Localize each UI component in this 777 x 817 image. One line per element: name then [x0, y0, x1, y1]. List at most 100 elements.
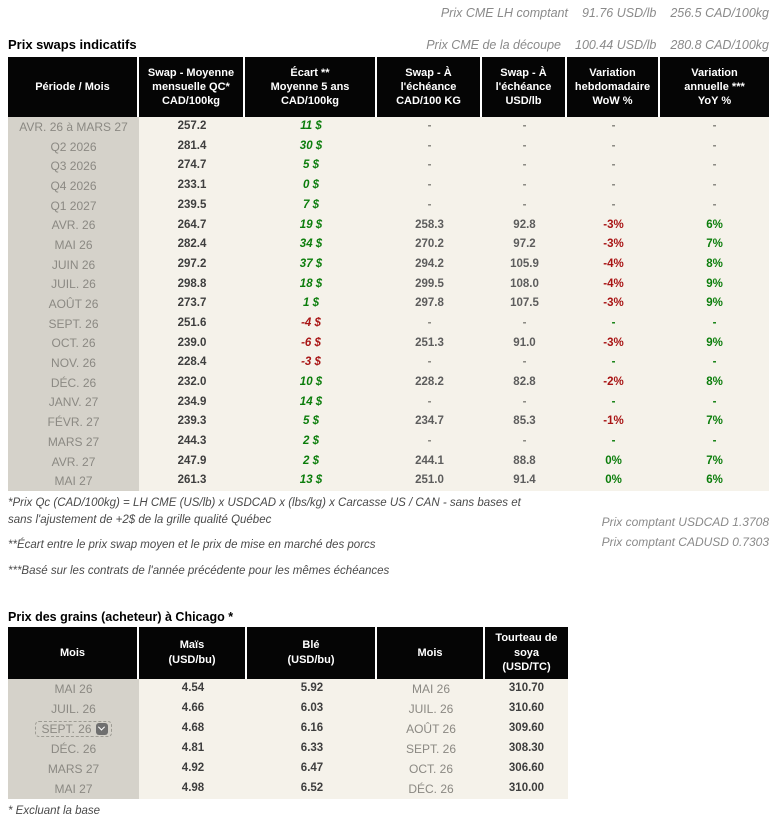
- table-cell: MARS 27: [8, 758, 139, 779]
- table-cell: MARS 27: [8, 432, 139, 452]
- table-cell: 5 $: [303, 415, 319, 428]
- table-row: JANV. 27 234.9 14 $ - - - -: [8, 392, 769, 413]
- table-cell: AOÛT 26: [406, 721, 456, 736]
- table-cell: 7%: [706, 454, 723, 467]
- table-cell: MAI 27: [8, 778, 139, 799]
- table-cell: 4.92: [181, 762, 205, 774]
- table-cell: 6.47: [300, 762, 324, 774]
- table-row: AVR. 26 à MARS 27 257.2 11 $ - - - -: [8, 117, 769, 137]
- grain-table-header: Mois Maïs (USD/bu) Blé (USD/bu) Mois Tourtea…: [8, 626, 568, 679]
- table-cell: 310.70: [508, 682, 545, 694]
- table-cell: -3 $: [301, 356, 321, 369]
- table-cell: -3%: [603, 297, 624, 310]
- table-cell: 34 $: [299, 238, 323, 251]
- table-cell: DÉC. 26: [8, 738, 139, 759]
- table-cell: -: [427, 120, 432, 133]
- table-cell: 6.33: [300, 742, 324, 754]
- month-dropdown[interactable]: SEPT. 26: [35, 720, 112, 737]
- table-cell: -: [712, 120, 717, 133]
- table-cell: 6.03: [300, 702, 324, 714]
- table-row: AVR. 26 264.7 19 $ 258.3 92.8 -3% 6%: [8, 215, 769, 236]
- column-header: Écart ** Moyenne 5 ans CAD/100kg: [245, 57, 377, 117]
- table-cell: -1%: [603, 415, 624, 428]
- table-cell: 299.5: [415, 277, 444, 290]
- table-cell: 88.8: [513, 454, 536, 467]
- table-cell: -: [611, 159, 616, 172]
- table-cell: DÉC. 26: [408, 781, 454, 796]
- footnotes: *Prix Qc (CAD/100kg) = LH CME (US/lb) x …: [8, 495, 548, 589]
- table-cell: 85.3: [513, 415, 536, 428]
- table-cell: Q3 2026: [8, 156, 139, 177]
- table-row: Q4 2026 233.1 0 $ - - - -: [8, 176, 769, 196]
- table-cell: 251.3: [415, 336, 444, 349]
- table-cell: 9%: [706, 336, 723, 349]
- table-cell: 251.0: [415, 474, 444, 487]
- cme-lh-spot-label: Prix CME LH comptant: [440, 6, 568, 20]
- table-cell: -3%: [603, 336, 624, 349]
- table-cell: 232.0: [177, 376, 207, 389]
- table-cell: 239.3: [177, 415, 207, 428]
- usdcad-spot-rate: Prix comptant USDCAD 1.3708: [601, 515, 769, 530]
- month-dropdown-value: SEPT. 26: [41, 721, 92, 736]
- table-cell: 5 $: [303, 159, 319, 172]
- swap-table-header: Période / Mois Swap - Moyenne mensuelle Q…: [8, 57, 769, 117]
- table-cell: -: [522, 179, 527, 192]
- page-title: Prix swaps indicatifs: [8, 37, 137, 52]
- table-cell: 4.66: [181, 702, 205, 714]
- table-cell: -: [522, 435, 527, 448]
- table-cell: -4 $: [301, 316, 321, 329]
- column-header: Période / Mois: [8, 57, 139, 117]
- table-cell: MAI 27: [8, 471, 139, 492]
- table-cell: 2 $: [303, 454, 319, 467]
- table-cell: AVR. 26 à MARS 27: [8, 117, 139, 137]
- table-cell: -: [611, 395, 616, 408]
- cme-cutout-spot-usd: 100.44 USD/lb: [575, 38, 657, 52]
- table-cell: 92.8: [513, 218, 536, 231]
- table-cell: -: [712, 356, 717, 369]
- table-cell: 257.2: [177, 120, 207, 133]
- table-cell: -: [522, 395, 527, 408]
- table-cell: -: [427, 198, 432, 211]
- table-cell: 6%: [706, 474, 723, 487]
- column-header: Maïs (USD/bu): [139, 626, 247, 679]
- column-header: Mois: [377, 626, 485, 679]
- table-cell: 309.60: [508, 722, 545, 734]
- table-cell: 9%: [706, 297, 723, 310]
- table-cell: -: [611, 435, 616, 448]
- table-cell: JANV. 27: [8, 392, 139, 413]
- table-cell: 0 $: [303, 179, 319, 192]
- table-cell: 310.60: [508, 702, 545, 714]
- table-cell: 251.6: [177, 316, 207, 329]
- table-cell: -: [712, 395, 717, 408]
- column-header: Variation hebdomadaire WoW %: [567, 57, 660, 117]
- cme-cutout-spot-label: Prix CME de la découpe: [426, 38, 561, 52]
- column-header: Tourteau de soya (USD/TC): [485, 626, 568, 679]
- table-row: MARS 27 244.3 2 $ - - - -: [8, 432, 769, 452]
- table-cell: 4.54: [181, 682, 205, 694]
- table-cell: 244.1: [415, 454, 444, 467]
- table-cell: -: [712, 179, 717, 192]
- table-cell: 274.7: [177, 159, 207, 172]
- table-cell: 7 $: [303, 198, 319, 211]
- table-cell: AVR. 27: [8, 451, 139, 472]
- table-cell: 4.81: [181, 742, 205, 754]
- table-cell: Q1 2027: [8, 195, 139, 216]
- table-cell: 239.5: [177, 198, 207, 211]
- chevron-down-icon[interactable]: [95, 722, 108, 735]
- table-cell: JUIL. 26: [408, 701, 454, 716]
- table-row: Q1 2027 239.5 7 $ - - - -: [8, 195, 769, 216]
- table-cell: -: [611, 198, 616, 211]
- table-cell: 9%: [706, 277, 723, 290]
- cme-lh-spot-cad: 256.5 CAD/100kg: [670, 6, 769, 20]
- table-cell: -: [522, 159, 527, 172]
- table-cell: SEPT. 26: [8, 313, 139, 334]
- table-cell: 258.3: [415, 218, 444, 231]
- price-sheet-page: Prix CME LH comptant 91.76 USD/lb 256.5 …: [8, 6, 769, 817]
- table-cell: 14 $: [299, 395, 323, 408]
- table-cell: 297.2: [177, 257, 207, 270]
- table-cell: 6%: [706, 218, 723, 231]
- footnote-yoy: ***Basé sur les contrats de l'année préc…: [8, 565, 390, 578]
- table-cell: AVR. 26: [8, 215, 139, 236]
- swap-table-body: AVR. 26 à MARS 27 257.2 11 $ - - - - Q2 2026 281…: [8, 117, 769, 492]
- table-cell: -: [522, 356, 527, 369]
